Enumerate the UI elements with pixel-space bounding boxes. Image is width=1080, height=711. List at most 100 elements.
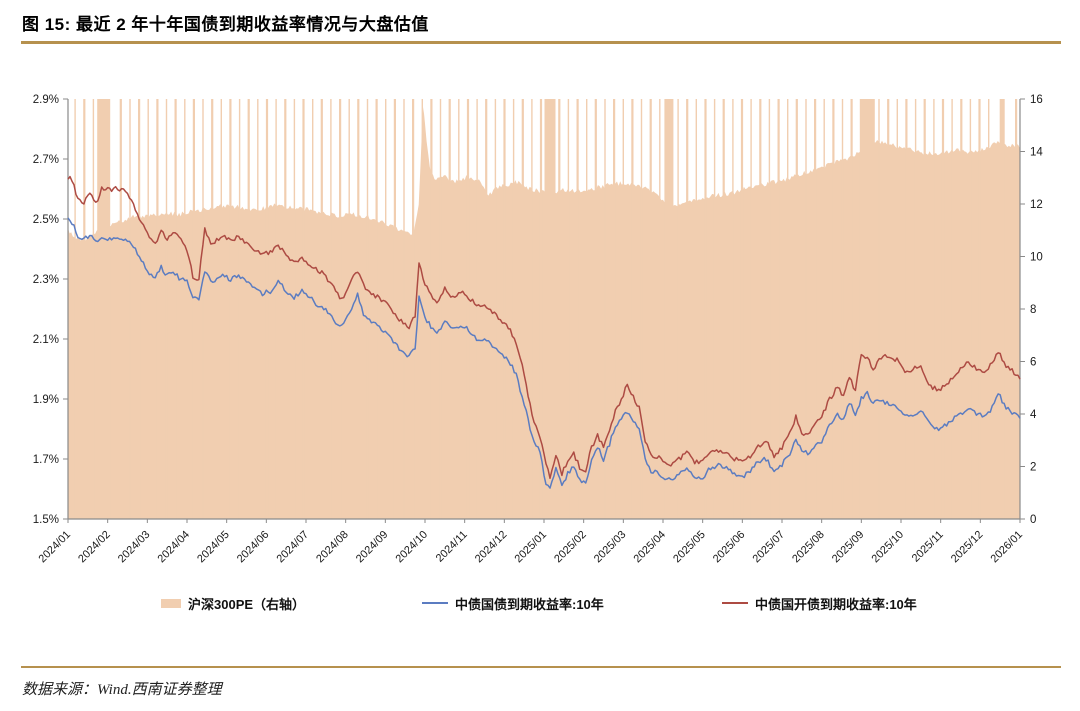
nontrading-day-spike xyxy=(439,99,442,519)
nontrading-day-spike xyxy=(795,99,798,519)
line-series-cdb-10y xyxy=(67,175,1021,480)
nontrading-day-spike xyxy=(941,99,945,519)
line-series-treasury-10y xyxy=(67,217,1021,489)
y-tick-label-left: 1.7% xyxy=(33,454,59,466)
legend-item-treasury-yield: 中债国债到期收益率:10年 xyxy=(422,592,604,614)
nontrading-day-spike xyxy=(787,99,789,519)
legend-item-cdb-yield: 中债国开债到期收益率:10年 xyxy=(722,592,917,614)
nontrading-day-spike xyxy=(686,99,689,519)
nontrading-day-spike xyxy=(805,99,807,519)
holiday-gap-band xyxy=(859,99,875,519)
nontrading-day-spike xyxy=(366,99,369,519)
nontrading-day-spike xyxy=(92,99,95,519)
y-tick-label-right: 8 xyxy=(1030,304,1036,316)
x-tick-label: 2025/06 xyxy=(711,529,748,566)
nontrading-day-spike xyxy=(896,99,898,519)
nontrading-day-spike xyxy=(704,99,707,519)
y-tick-label-right: 0 xyxy=(1030,514,1036,526)
nontrading-day-spike xyxy=(494,99,497,519)
x-tick-label: 2024/01 xyxy=(37,529,74,566)
x-tick-label: 2024/08 xyxy=(314,529,351,566)
x-tick-label: 2024/12 xyxy=(473,529,510,566)
nontrading-day-spike xyxy=(850,99,853,519)
nontrading-day-spike xyxy=(430,99,433,519)
nontrading-day-spike xyxy=(823,99,825,519)
y-tick-label-left: 2.9% xyxy=(33,94,59,106)
nontrading-day-spike xyxy=(539,99,543,519)
x-tick-label: 2025/07 xyxy=(751,529,788,566)
nontrading-day-spike xyxy=(887,99,890,519)
area-series-csi300pe xyxy=(68,107,1020,519)
y-tick-label-right: 14 xyxy=(1030,147,1043,159)
nontrading-day-spike xyxy=(348,99,350,519)
nontrading-day-spike xyxy=(357,99,360,519)
title-divider xyxy=(21,41,1061,44)
nontrading-day-spike xyxy=(933,99,935,519)
nontrading-day-spike xyxy=(832,99,835,519)
nontrading-day-spike xyxy=(558,99,561,519)
chart-canvas: 2.9% 2.7% 2.5% 2.3% 2.1% 1.9% 1.7% 1.5% 16 14 12 10… xyxy=(33,94,1044,566)
y-tick-label-right: 16 xyxy=(1030,94,1043,106)
chart-area: 2.9% 2.7% 2.5% 2.3% 2.1% 1.9% 1.7% 1.5% 16 14 12 10… xyxy=(0,60,1080,580)
nontrading-day-spike xyxy=(951,99,953,519)
nontrading-day-spike xyxy=(485,99,488,519)
legend-label-treasury: 中债国债到期收益率:10年 xyxy=(455,596,604,612)
nontrading-day-spike xyxy=(165,99,168,519)
legend-line-swatch-cdb-icon xyxy=(722,602,748,604)
x-tick-label: 2024/10 xyxy=(394,529,431,566)
nontrading-day-spike xyxy=(375,99,378,519)
nontrading-day-spike xyxy=(923,99,926,519)
nontrading-day-spike xyxy=(732,99,734,519)
nontrading-day-spike xyxy=(978,99,981,519)
nontrading-day-spike xyxy=(476,99,478,519)
y-tick-label-right: 10 xyxy=(1030,252,1043,264)
nontrading-day-spike xyxy=(567,99,570,519)
x-tick-label: 2025/05 xyxy=(671,529,708,566)
nontrading-day-spike xyxy=(293,99,296,519)
nontrading-day-spike xyxy=(750,99,752,519)
nontrading-day-spike xyxy=(503,99,506,519)
x-tick-label: 2025/01 xyxy=(513,529,550,566)
nontrading-day-spike xyxy=(777,99,780,519)
nontrading-day-spike xyxy=(83,99,86,519)
nontrading-day-spike xyxy=(531,99,533,519)
x-tick-label: 2025/04 xyxy=(632,529,669,566)
legend-label-cdb: 中债国开债到期收益率:10年 xyxy=(755,596,917,612)
nontrading-day-spike xyxy=(659,99,661,519)
nontrading-day-spike xyxy=(220,99,222,519)
nontrading-day-spike xyxy=(229,99,232,519)
nontrading-day-spike xyxy=(722,99,725,519)
legend-line-swatch-treasury-icon xyxy=(422,602,448,604)
holiday-gap-band xyxy=(544,99,556,519)
nontrading-day-spike xyxy=(521,99,524,519)
nontrading-day-spike xyxy=(192,99,195,519)
nontrading-day-spike xyxy=(238,99,241,519)
nontrading-day-spike xyxy=(841,99,844,519)
y-tick-label-right: 12 xyxy=(1030,199,1043,211)
x-tick-label: 2025/02 xyxy=(552,529,589,566)
nontrading-day-spike xyxy=(905,99,908,519)
nontrading-day-spike xyxy=(119,99,122,519)
data-source: 数据来源：Wind.西南证券整理 xyxy=(22,682,222,698)
y-tick-label-right: 4 xyxy=(1030,409,1037,421)
legend-area-swatch-icon xyxy=(161,598,181,608)
nontrading-day-spike xyxy=(740,99,744,519)
nontrading-day-spike xyxy=(586,99,588,519)
figure-title: 图 15: 最近 2 年十年国债到期收益率情况与大盘估值 xyxy=(22,15,429,34)
y-tick-label-left: 2.7% xyxy=(33,154,59,166)
nontrading-day-spike xyxy=(640,99,643,519)
holiday-gap-band xyxy=(999,99,1005,519)
y-tick-label-left: 2.3% xyxy=(33,274,59,286)
y-tick-label-right: 6 xyxy=(1030,357,1036,369)
nontrading-day-spike xyxy=(156,99,159,519)
x-tick-label: 2025/12 xyxy=(949,529,986,566)
nontrading-day-spike xyxy=(74,99,76,519)
x-tick-label: 2025/10 xyxy=(870,529,907,566)
nontrading-day-spike xyxy=(184,99,186,519)
x-tick-label: 2024/06 xyxy=(235,529,272,566)
x-tick-label: 2024/09 xyxy=(354,529,391,566)
nontrading-day-spike xyxy=(247,99,250,519)
x-tick-label: 2024/03 xyxy=(116,529,153,566)
nontrading-day-spike xyxy=(649,99,652,519)
nontrading-day-spike xyxy=(594,99,597,519)
